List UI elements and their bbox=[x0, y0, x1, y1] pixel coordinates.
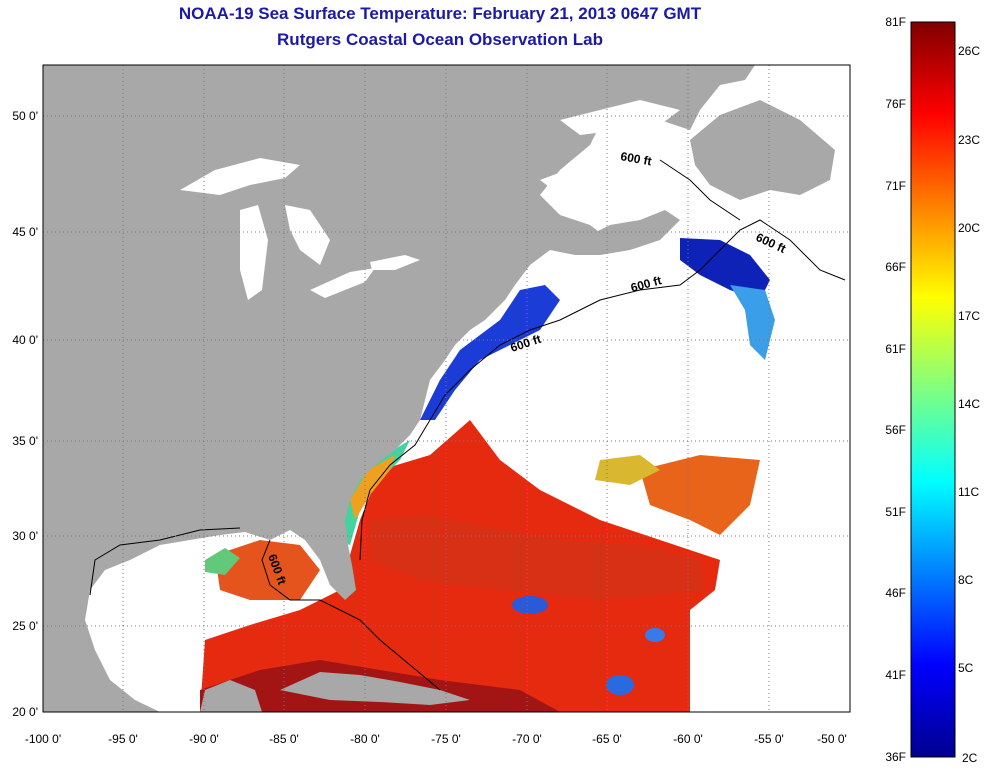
lat-tick-label: 30 0' bbox=[12, 529, 38, 543]
lat-tick-label: 40 0' bbox=[12, 333, 38, 347]
lat-tick-labels: 50 0' 45 0' 40 0' 35 0' 30 0' 25 0' 20 0… bbox=[12, 109, 38, 719]
isobath-contour bbox=[261, 539, 441, 691]
sst-warm-band-east bbox=[370, 515, 705, 600]
lon-tick-label: -85 0' bbox=[269, 732, 299, 746]
colorbar-c-label: 17C bbox=[958, 309, 980, 323]
lake-michigan bbox=[240, 205, 268, 300]
colorbar-c-label: 20C bbox=[958, 221, 980, 235]
colorbar-f-label: 56F bbox=[885, 423, 906, 437]
lon-tick-label: -90 0' bbox=[189, 732, 219, 746]
chart-title: NOAA-19 Sea Surface Temperature: Februar… bbox=[178, 4, 702, 23]
lake-superior bbox=[180, 158, 300, 195]
sst-patch-yellow bbox=[595, 455, 660, 485]
grid-lines bbox=[43, 65, 850, 712]
lake-ontario bbox=[370, 255, 420, 270]
sst-patch-east bbox=[640, 455, 760, 535]
lat-tick-label: 50 0' bbox=[12, 109, 38, 123]
lon-tick-labels: -100 0' -95 0' -90 0' -85 0' -80 0' -75 … bbox=[25, 732, 847, 746]
sst-cool-slope bbox=[730, 285, 775, 360]
lat-tick-label: 20 0' bbox=[12, 705, 38, 719]
land-newfoundland bbox=[690, 100, 835, 200]
land-nova-scotia bbox=[580, 210, 680, 255]
sst-cold-gulf-of-maine bbox=[680, 238, 770, 300]
colorbar-c-label: 14C bbox=[958, 397, 980, 411]
lon-tick-label: -100 0' bbox=[25, 732, 61, 746]
lake-erie bbox=[310, 268, 375, 298]
lon-tick-label: -75 0' bbox=[431, 732, 461, 746]
colorbar-f-label: 41F bbox=[885, 668, 906, 682]
chart-subtitle: Rutgers Coastal Ocean Observation Lab bbox=[277, 30, 603, 49]
hudson-bay-edge bbox=[560, 100, 680, 135]
sst-cold-shelf-midatlantic bbox=[420, 285, 560, 420]
lake-huron bbox=[285, 205, 330, 265]
isobath-label: 600 ft bbox=[619, 149, 652, 168]
colorbar-f-label: 46F bbox=[885, 586, 906, 600]
isobath-contour bbox=[659, 159, 741, 221]
colorbar-f-label: 66F bbox=[885, 260, 906, 274]
colorbar-f-label: 76F bbox=[885, 97, 906, 111]
isobath-contour bbox=[359, 219, 846, 561]
st-lawrence-gulf bbox=[540, 150, 680, 210]
sst-cold-spot bbox=[512, 596, 548, 614]
colorbar-c-label: 2C bbox=[962, 751, 978, 765]
isobath-contour bbox=[89, 527, 241, 596]
colorbar-c-label: 26C bbox=[958, 44, 980, 58]
lat-tick-label: 25 0' bbox=[12, 619, 38, 633]
land-cuba bbox=[280, 672, 470, 705]
sst-cold-spot bbox=[645, 628, 665, 642]
sst-gulf-patch bbox=[215, 540, 320, 600]
colorbar-f-label: 81F bbox=[885, 15, 906, 29]
colorbar-c-label: 23C bbox=[958, 133, 980, 147]
lon-tick-label: -70 0' bbox=[512, 732, 542, 746]
lat-tick-label: 35 0' bbox=[12, 434, 38, 448]
lon-tick-label: -50 0' bbox=[817, 732, 847, 746]
colorbar-c-label: 5C bbox=[958, 661, 974, 675]
lon-tick-label: -60 0' bbox=[673, 732, 703, 746]
colorbar-c-label: 8C bbox=[958, 573, 974, 587]
colorbar-f-label: 51F bbox=[885, 505, 906, 519]
lon-tick-label: -65 0' bbox=[592, 732, 622, 746]
colorbar-c-label: 11C bbox=[958, 485, 979, 499]
land-north-america bbox=[43, 65, 755, 712]
lat-tick-label: 45 0' bbox=[12, 225, 38, 239]
colorbar-gradient bbox=[910, 21, 956, 758]
sst-cold-spot bbox=[606, 675, 634, 695]
colorbar-f-label: 61F bbox=[885, 342, 906, 356]
colorbar: 81F 76F 71F 66F 61F 56F 51F 46F 41F 36F … bbox=[885, 15, 980, 765]
lon-tick-label: -80 0' bbox=[350, 732, 380, 746]
colorbar-f-label: 36F bbox=[885, 750, 906, 764]
lon-tick-label: -55 0' bbox=[754, 732, 784, 746]
lon-tick-label: -95 0' bbox=[108, 732, 138, 746]
land-yucatan bbox=[200, 680, 262, 712]
map-frame bbox=[42, 64, 851, 713]
colorbar-f-label: 71F bbox=[885, 179, 906, 193]
sst-gulf-green bbox=[205, 548, 240, 575]
